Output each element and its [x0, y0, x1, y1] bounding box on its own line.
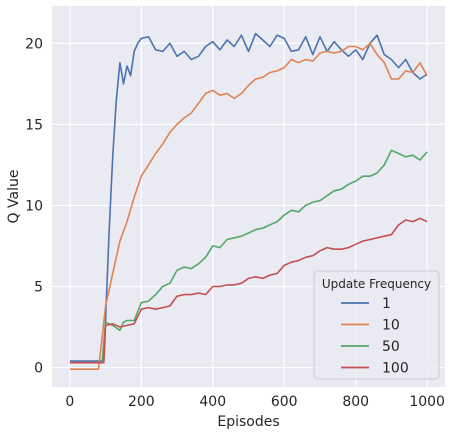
x-tick-label: 1000 [409, 394, 445, 410]
y-axis-label: Q Value [6, 170, 22, 224]
x-tick-label: 800 [342, 394, 369, 410]
tick-labels: 0 200 400 600 800 1000 0 5 10 15 20 [25, 36, 445, 410]
legend-label-50: 50 [382, 339, 400, 355]
x-tick-label: 200 [128, 394, 155, 410]
series-line-100 [69, 217, 428, 364]
legend-label-100: 100 [382, 361, 409, 377]
series-line-50 [69, 149, 428, 364]
y-tick-label: 5 [34, 279, 43, 295]
x-axis-label: Episodes [217, 414, 279, 430]
legend: Update Frequency 1 10 50 100 [313, 270, 440, 380]
legend-title: Update Frequency [322, 277, 431, 291]
legend-items: 1 10 50 100 [341, 296, 409, 377]
legend-label-10: 10 [382, 318, 400, 334]
series-line-10 [69, 42, 428, 371]
x-tick-label: 400 [199, 394, 226, 410]
legend-box [313, 270, 440, 380]
y-tick-label: 15 [25, 117, 43, 133]
y-tick-label: 0 [34, 361, 43, 377]
y-tick-label: 10 [25, 198, 43, 214]
series-line-1 [69, 32, 428, 362]
legend-label-1: 1 [382, 296, 391, 312]
series-layer [69, 32, 428, 371]
y-tick-label: 20 [25, 36, 43, 52]
x-tick-label: 0 [65, 394, 74, 410]
x-tick-label: 600 [271, 394, 298, 410]
